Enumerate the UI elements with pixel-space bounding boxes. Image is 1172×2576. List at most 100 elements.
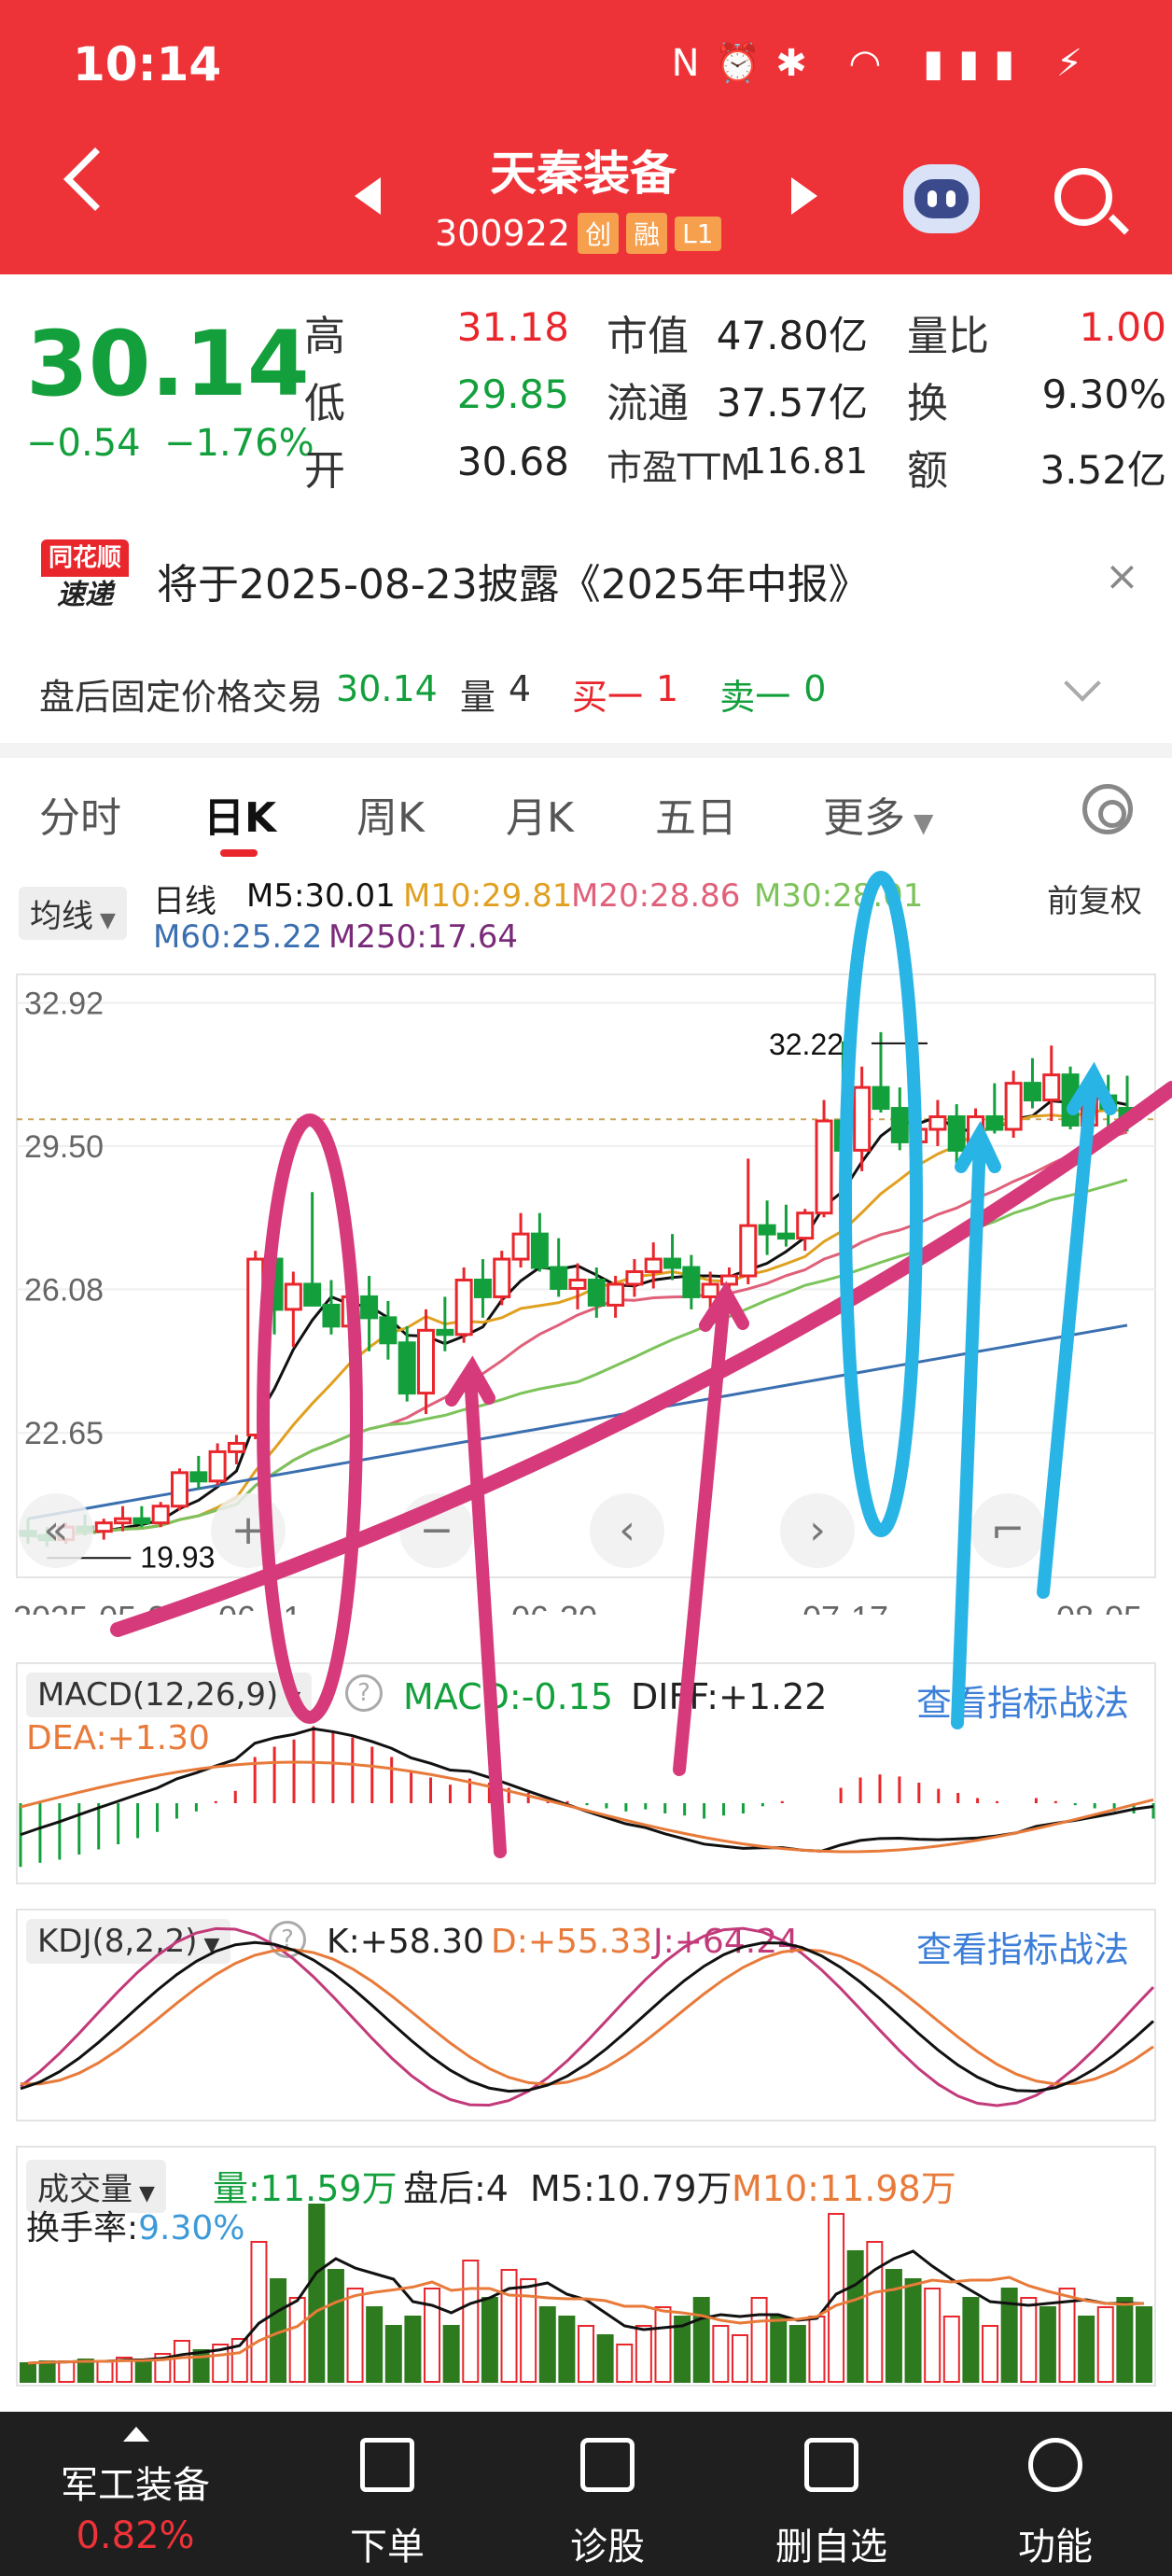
triangle-down-icon: ▼: [905, 807, 934, 838]
candlestick-chart[interactable]: 32.92 29.50 26.08 22.65 32.22 19.93 2025-05-26…: [0, 961, 1172, 1615]
tab-weekly-k[interactable]: 周K: [356, 794, 425, 842]
adjust-mode[interactable]: 前复权: [1047, 883, 1142, 920]
hand-drawn-annotations: [110, 871, 1172, 1858]
macd-title: MACD(12,26,9): [37, 1676, 279, 1714]
sector-change: 0.82%: [76, 2514, 195, 2557]
candle-body: [417, 1328, 436, 1395]
volume-bar: [712, 2325, 730, 2383]
tag-chuang: 创: [578, 213, 620, 254]
volume-bar: [558, 2316, 576, 2383]
macd-value: MACD:-0.15: [403, 1676, 614, 1717]
search-icon[interactable]: [1054, 168, 1112, 226]
tab-daily-k[interactable]: 日K: [203, 794, 277, 842]
tab-active-indicator: [220, 849, 258, 857]
amount-value: 3.52亿: [1039, 447, 1166, 493]
post-trade-vol-label: 量: [459, 677, 495, 718]
remove-watchlist-icon: [804, 2438, 858, 2492]
volume-bar: [1039, 2306, 1056, 2383]
robot-assistant-icon[interactable]: [903, 164, 980, 233]
blue-arrow-2: [1037, 1061, 1117, 1599]
tab-intraday[interactable]: 分时: [39, 794, 121, 842]
candle-body: [758, 1224, 776, 1236]
y-tick-label: 26.08: [24, 1272, 104, 1308]
float-label: 流通: [607, 380, 689, 427]
sell-one-label: 卖一: [719, 677, 791, 718]
volume-bar: [674, 2316, 691, 2383]
candle-body: [853, 1085, 872, 1152]
candle-body: [511, 1232, 530, 1261]
fullscreen-button[interactable]: ⌐: [970, 1493, 1045, 1568]
legend-m20: M20:28.86: [571, 877, 741, 915]
macd-selector[interactable]: MACD(12,26,9) ▼: [26, 1673, 313, 1717]
blue-arrow-1: [951, 1121, 1001, 1729]
indicator-strategy-link[interactable]: 查看指标战法: [916, 1929, 1130, 1970]
volume-bar: [346, 2288, 364, 2383]
legend-m10: M10:29.81: [403, 877, 573, 915]
candle-body: [454, 1278, 473, 1337]
stock-code-row: 300922 创 融 L1: [435, 213, 721, 254]
volume-bar: [308, 2204, 326, 2383]
vol-ratio-value: 1.00: [1079, 304, 1166, 350]
after-hours-vol: 盘后:4: [403, 2168, 509, 2209]
volume-bar: [366, 2306, 384, 2383]
post-trade-price: 30.14: [336, 668, 438, 709]
candle-body: [303, 1282, 322, 1307]
candle-body: [985, 1115, 1004, 1131]
volume-bar: [77, 2359, 94, 2383]
volume-bar: [616, 2344, 634, 2383]
tab-more[interactable]: 更多 ▼: [823, 784, 933, 844]
candle-body: [890, 1107, 909, 1143]
candle-body: [284, 1282, 302, 1311]
volume-selector[interactable]: 成交量 ▼: [26, 2160, 166, 2213]
candle-body: [151, 1505, 170, 1525]
remove-watchlist-label: 删自选: [775, 2526, 887, 2569]
volume-bar: [654, 2306, 672, 2383]
candle-body: [379, 1316, 398, 1345]
next-button-glyph: ›: [809, 1506, 826, 1554]
volume-bar: [982, 2325, 999, 2383]
volume-bar: [173, 2340, 190, 2383]
kdj-selector[interactable]: KDJ(8,2,2) ▼: [26, 1919, 231, 1964]
tab-monthly-k[interactable]: 月K: [506, 794, 574, 842]
volume-bar: [384, 2325, 402, 2383]
volume-bar: [846, 2250, 864, 2383]
high-value: 31.18: [456, 304, 569, 350]
candle-body: [928, 1115, 947, 1131]
volume-bar: [442, 2325, 460, 2383]
pink-arrow-1: [445, 1355, 507, 1858]
blue-ellipse-annotation: [839, 871, 923, 1537]
close-icon[interactable]: ×: [1105, 553, 1139, 600]
volume-bar: [596, 2334, 614, 2383]
post-trade-row[interactable]: 盘后固定价格交易 30.14 量 4 买一 1 卖一 0: [39, 668, 826, 720]
news-headline[interactable]: 将于2025-08-23披露《2025年中报》: [157, 561, 870, 609]
volume-bar: [520, 2278, 537, 2383]
candle-body: [360, 1295, 379, 1320]
candle-body: [872, 1085, 890, 1111]
volume-bar: [538, 2306, 556, 2383]
zoom-out-all-button[interactable]: «: [19, 1493, 93, 1568]
float-value: 37.57亿: [716, 380, 868, 426]
low-label: 低: [304, 380, 345, 427]
x-tick-label: 08-05: [1056, 1599, 1142, 1615]
volume-bar: [116, 2357, 133, 2383]
candle-body: [133, 1517, 151, 1525]
macd-frame: [16, 1662, 1156, 1884]
next-button[interactable]: ›: [780, 1493, 855, 1568]
next-stock-icon[interactable]: [791, 177, 817, 215]
ma-selector[interactable]: 均线 ▼: [19, 887, 127, 940]
k-line: [20, 1940, 1154, 2093]
bottom-toolbar: 军工装备 0.82% 下单 诊股 删自选 功能: [0, 2412, 1172, 2576]
candle-body: [1042, 1073, 1061, 1102]
kdj-title: KDJ(8,2,2): [37, 1923, 198, 1960]
x-tick-label: 06-11: [218, 1599, 301, 1615]
x-tick-label: 2025-05-26: [13, 1599, 185, 1615]
low-value: 29.85: [456, 371, 569, 417]
settings-icon[interactable]: [1082, 784, 1133, 834]
prev-button-bg: [590, 1493, 664, 1568]
prev-button[interactable]: ‹: [590, 1493, 664, 1568]
tab-five-day[interactable]: 五日: [655, 794, 737, 842]
header-bar: 10:14 N⏰✱ ◠ ▮▮▮ ⚡ 天秦装备 300922 创 融 L1: [0, 0, 1172, 274]
volume-bar: [578, 2325, 594, 2383]
prev-stock-icon[interactable]: [355, 177, 381, 215]
help-icon[interactable]: ?: [345, 1674, 383, 1712]
